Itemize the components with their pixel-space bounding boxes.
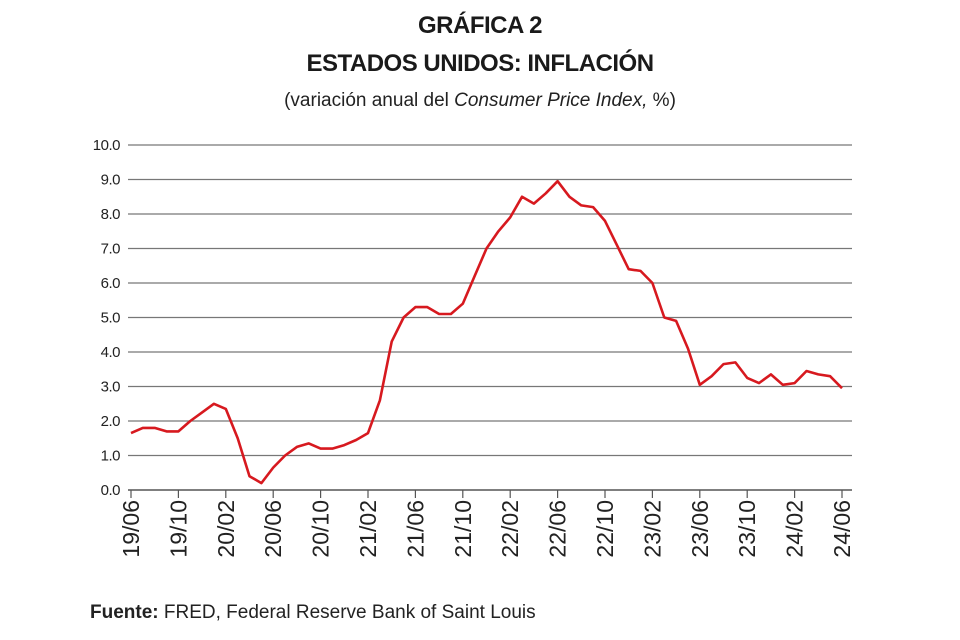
- x-tick-label: 20/02: [213, 500, 239, 558]
- x-tick-label: 22/02: [497, 500, 523, 558]
- x-tick-label: 23/02: [639, 500, 665, 558]
- x-tick-label: 20/10: [308, 500, 334, 558]
- chart-title: ESTADOS UNIDOS: INFLACIÓN: [306, 50, 654, 77]
- subtitle-italic: Consumer Price Index,: [454, 90, 648, 111]
- x-tick-label: 22/10: [592, 500, 618, 558]
- y-tick-label: 8.0: [101, 206, 121, 223]
- source-note: Fuente: FRED, Federal Reserve Bank of Sa…: [90, 602, 536, 624]
- x-tick-label: 22/06: [545, 500, 571, 558]
- source-label: Fuente:: [90, 602, 159, 623]
- inflation-line: [130, 179, 843, 485]
- x-tick-label: 21/10: [450, 500, 476, 558]
- subtitle-post: %): [647, 90, 676, 111]
- y-tick-label: 9.0: [101, 172, 121, 189]
- x-tick-label: 21/02: [355, 500, 381, 558]
- y-tick-label: 3.0: [101, 379, 121, 396]
- source-text: FRED, Federal Reserve Bank of Saint Loui…: [158, 602, 536, 623]
- chart-subtitle: (variación anual del Consumer Price Inde…: [0, 90, 960, 112]
- x-tick-label: 24/06: [829, 500, 855, 558]
- x-tick-label: 23/10: [734, 500, 760, 558]
- y-tick-label: 6.0: [101, 275, 121, 292]
- x-tick-label: 20/06: [260, 500, 286, 558]
- y-tick-label: 7.0: [101, 241, 121, 258]
- x-tick-label: 24/02: [782, 500, 808, 558]
- y-tick-label: 10.0: [93, 137, 120, 154]
- y-tick-label: 2.0: [101, 413, 121, 430]
- chart-title-number: GRÁFICA 2: [418, 12, 542, 39]
- y-tick-label: 0.0: [101, 482, 121, 499]
- x-tick-label: 23/06: [687, 500, 713, 558]
- y-tick-label: 1.0: [101, 448, 121, 465]
- x-tick-label: 19/10: [165, 500, 191, 558]
- x-tick-label: 19/06: [118, 500, 144, 558]
- y-tick-label: 5.0: [101, 310, 121, 327]
- y-tick-label: 4.0: [101, 344, 121, 361]
- subtitle-pre: (variación anual del: [284, 90, 455, 111]
- x-tick-label: 21/06: [402, 500, 428, 558]
